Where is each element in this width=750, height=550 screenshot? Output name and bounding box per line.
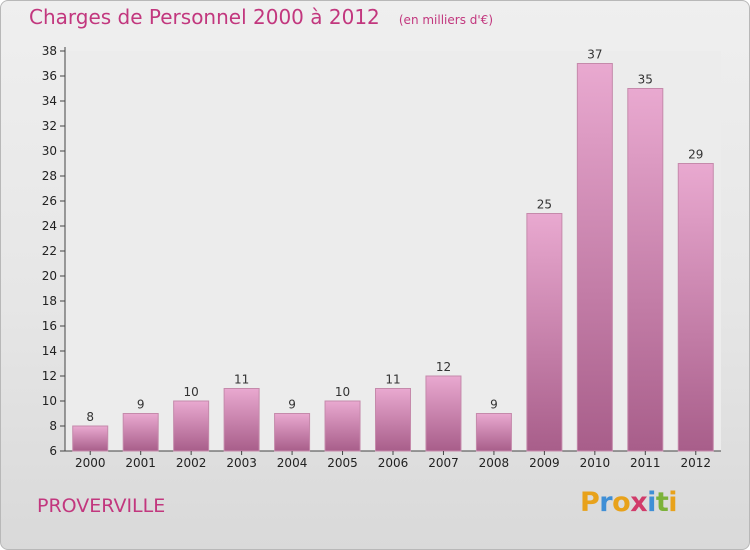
y-tick-label: 8	[49, 419, 57, 433]
y-tick-label: 20	[42, 269, 57, 283]
bar-value-label: 25	[537, 198, 552, 212]
y-tick-label: 28	[42, 169, 57, 183]
y-tick-label: 30	[42, 144, 57, 158]
x-tick-label: 2004	[277, 456, 308, 470]
title-block: Charges de Personnel 2000 à 2012 (en mil…	[29, 5, 493, 29]
x-tick-label: 2001	[125, 456, 156, 470]
bar-value-label: 35	[638, 73, 653, 87]
bar	[627, 88, 664, 452]
bar-value-label: 11	[234, 373, 249, 387]
x-tick-label: 2005	[327, 456, 358, 470]
bar-value-label: 10	[184, 385, 199, 399]
x-tick-label: 2012	[680, 456, 711, 470]
logo-letter: i	[668, 487, 678, 518]
x-tick-label: 2010	[580, 456, 611, 470]
bar-value-label: 29	[688, 148, 703, 162]
logo-letter: o	[612, 487, 631, 518]
bar-value-label: 8	[86, 410, 94, 424]
proxiti-logo: Proxiti	[580, 487, 678, 518]
x-tick-label: 2006	[378, 456, 409, 470]
bar	[274, 413, 311, 452]
x-tick-label: 2011	[630, 456, 661, 470]
y-tick-label: 38	[42, 44, 57, 58]
bar	[173, 400, 210, 452]
x-tick-label: 2009	[529, 456, 560, 470]
y-tick-label: 26	[42, 194, 57, 208]
bar-value-label: 37	[587, 48, 602, 62]
y-tick-label: 6	[49, 444, 57, 458]
y-tick-label: 12	[42, 369, 57, 383]
bar	[223, 388, 260, 452]
x-tick-label: 2002	[176, 456, 207, 470]
bar-value-label: 9	[288, 398, 296, 412]
y-tick-label: 10	[42, 394, 57, 408]
x-tick-label: 2008	[479, 456, 510, 470]
y-tick-label: 14	[42, 344, 57, 358]
bar	[122, 413, 159, 452]
logo-letter: P	[580, 487, 600, 518]
y-tick-label: 36	[42, 69, 57, 83]
x-tick-label: 2003	[226, 456, 257, 470]
y-tick-label: 32	[42, 119, 57, 133]
y-tick-label: 16	[42, 319, 57, 333]
bar	[576, 63, 613, 452]
x-tick-label: 2007	[428, 456, 459, 470]
bar	[425, 375, 462, 452]
bar-value-label: 9	[490, 398, 498, 412]
bar-value-label: 11	[385, 373, 400, 387]
bar	[677, 163, 714, 452]
chart-title: Charges de Personnel 2000 à 2012	[29, 5, 380, 29]
y-tick-label: 34	[42, 94, 57, 108]
bar	[375, 388, 411, 452]
bar	[475, 413, 512, 452]
bar	[526, 213, 563, 452]
chart-subtitle: (en milliers d'€)	[398, 13, 493, 27]
logo-letter: x	[630, 487, 648, 518]
y-tick-label: 24	[42, 219, 57, 233]
logo-letter: i	[647, 487, 656, 518]
bar	[72, 425, 109, 452]
y-tick-label: 22	[42, 244, 57, 258]
bar-value-label: 12	[436, 360, 451, 374]
bar	[324, 400, 361, 452]
y-tick-label: 18	[42, 294, 57, 308]
logo-letter: t	[655, 487, 669, 518]
x-tick-label: 2000	[75, 456, 106, 470]
logo-letter: r	[599, 487, 613, 518]
bar-value-label: 10	[335, 385, 350, 399]
city-name: PROVERVILLE	[37, 495, 166, 517]
bar-value-label: 9	[137, 398, 145, 412]
